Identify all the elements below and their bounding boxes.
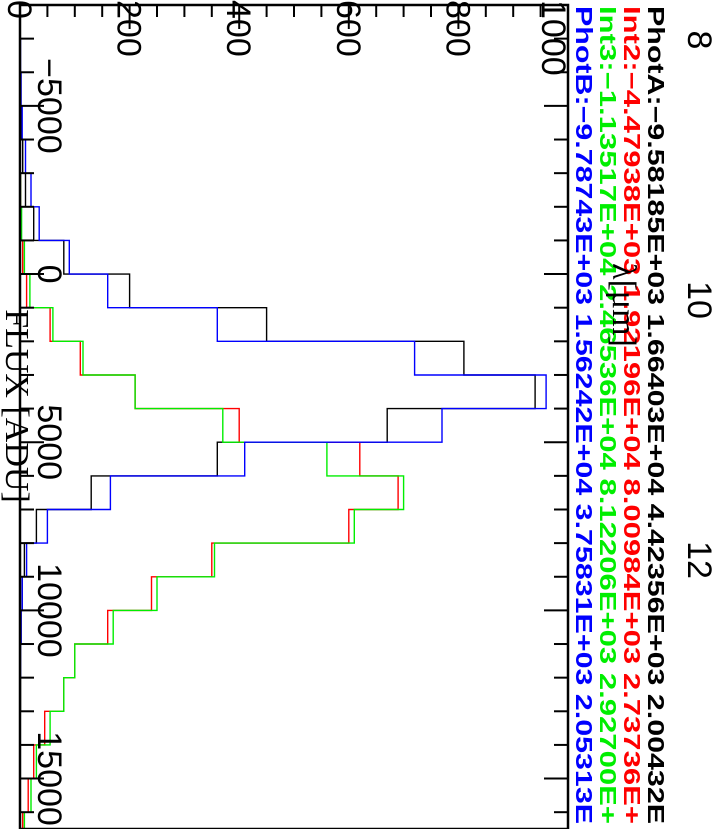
plot-frame-rect [18,3,570,829]
count-tick-label: 1000 [534,0,572,76]
flux-tick-label: −5000 [30,58,68,154]
series-layer [19,5,547,829]
flux-tick-label: 10000 [30,563,68,658]
flux-tick-label: 5000 [30,404,68,480]
count-tick-label: 600 [329,0,367,57]
flux-tick-label: 0 [30,265,68,284]
ticks [19,4,569,814]
series-photb-line [19,5,547,829]
series-phota-line [19,5,536,829]
count-tick-label: 800 [438,0,476,57]
flux-tick-label: 15000 [30,731,68,826]
legend-entry-int2: Int2:−4.47938E+03 1.92196E+04 8.00984E+0… [619,6,645,824]
top-axis-title: λ[μm] [605,263,642,347]
count-tick-label: 200 [110,0,148,57]
legend: PhotA:−9.58185E+03 1.66403E+04 4.42356E+… [571,6,669,824]
legend-entry-photb: PhotB:−9.78743E+03 1.56242E+04 3.75831E+… [571,6,597,824]
x-axis-title: FLUX [ADU] [0,309,35,503]
count-tick-label: 0 [0,0,38,19]
wavelength-tick-label: 10 [680,281,718,319]
count-tick-label: 400 [219,0,257,57]
wavelength-tick-label: 12 [680,541,718,579]
legend-entry-int3: Int3:−1.13517E+04 2.46536E+04 8.12206E+0… [595,6,621,824]
wavelength-tick-label: 8 [680,31,718,50]
series-int3-line [19,5,405,829]
legend-entry-phota: PhotA:−9.58185E+03 1.66403E+04 4.42356E+… [643,6,669,824]
plot-frame [18,3,570,829]
series-int2-line [19,5,399,829]
